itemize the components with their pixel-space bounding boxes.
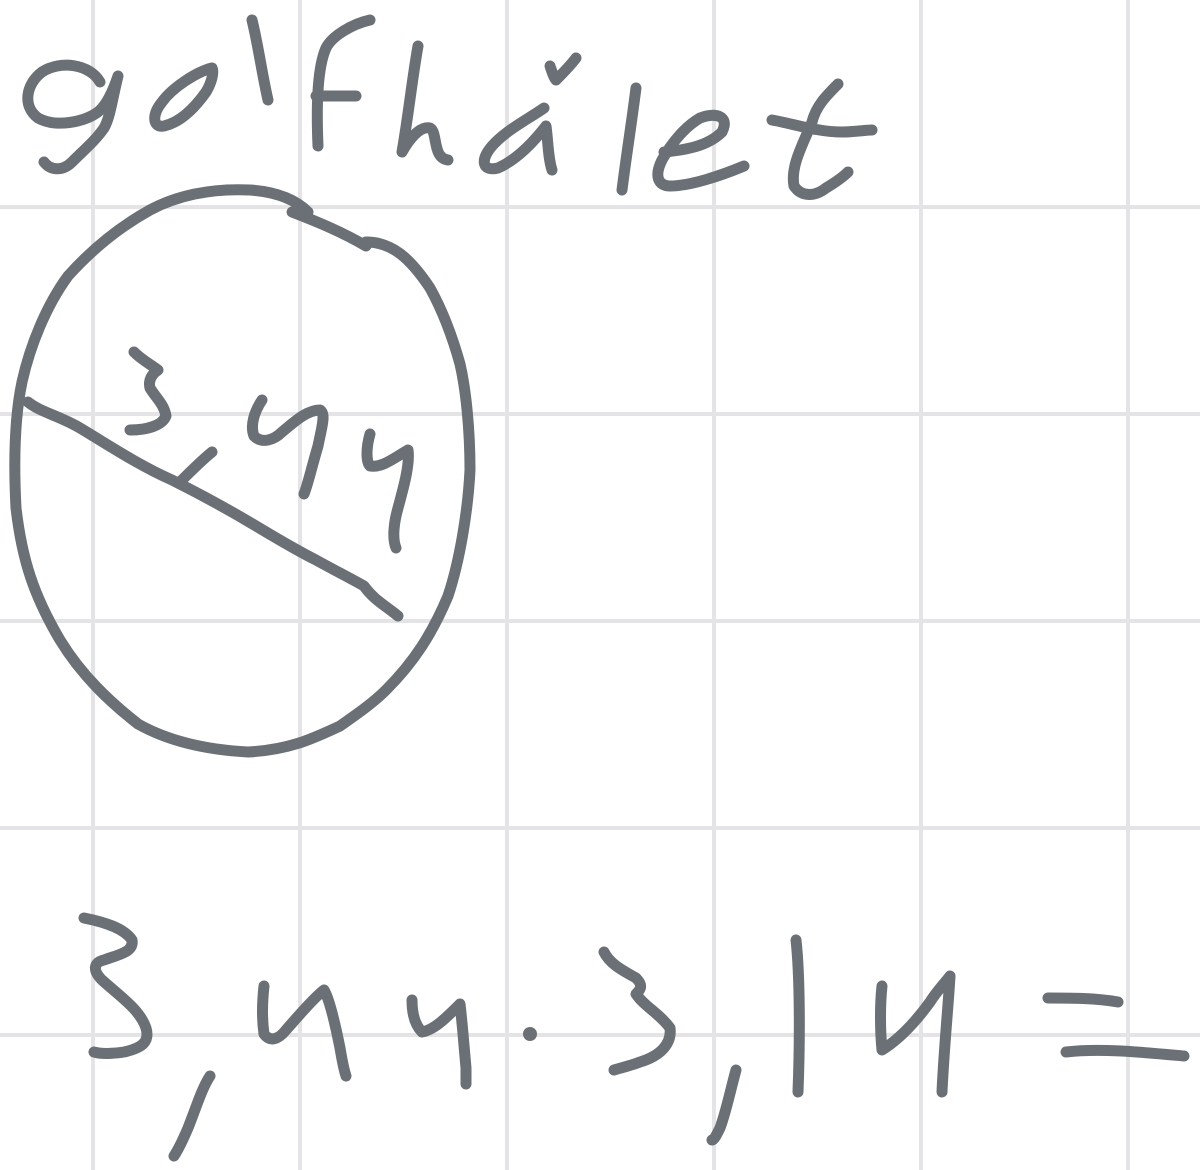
eq-multiply-dot bbox=[523, 1027, 537, 1041]
letter-g bbox=[22, 59, 124, 175]
handwritten-heading bbox=[22, 14, 878, 200]
digit-3 bbox=[124, 346, 172, 436]
handwritten-equation bbox=[78, 912, 1190, 1162]
hole-circle bbox=[9, 184, 476, 758]
diameter-tick bbox=[174, 446, 218, 488]
eq-equals-top bbox=[1042, 992, 1124, 1008]
diameter-line bbox=[22, 396, 404, 622]
eq-equals-bottom bbox=[1060, 1044, 1190, 1062]
eq-digit-4c bbox=[875, 970, 956, 1098]
eq-comma-2 bbox=[706, 1064, 742, 1146]
diameter-label bbox=[124, 346, 414, 554]
hole-circle-top bbox=[286, 206, 372, 252]
stroke-mark bbox=[246, 14, 274, 106]
letter-f bbox=[311, 14, 376, 152]
letter-o bbox=[149, 62, 219, 132]
eq-comma-1 bbox=[168, 1070, 216, 1162]
eq-digit-4a bbox=[257, 980, 352, 1082]
eq-digit-1 bbox=[790, 934, 805, 1098]
eq-digit-3 bbox=[78, 912, 153, 1059]
letter-l bbox=[616, 82, 642, 196]
letter-a-ring bbox=[544, 52, 582, 86]
eq-digit-4b bbox=[406, 994, 472, 1090]
letter-t bbox=[787, 78, 854, 200]
letter-a bbox=[478, 102, 558, 176]
eq-digit-3b bbox=[598, 946, 676, 1076]
letter-t-bar bbox=[766, 114, 878, 138]
digit-4a bbox=[246, 394, 329, 500]
letter-e bbox=[652, 109, 750, 192]
circle-diagram bbox=[9, 184, 476, 758]
letter-h bbox=[396, 40, 454, 166]
digit-4b bbox=[361, 428, 414, 554]
